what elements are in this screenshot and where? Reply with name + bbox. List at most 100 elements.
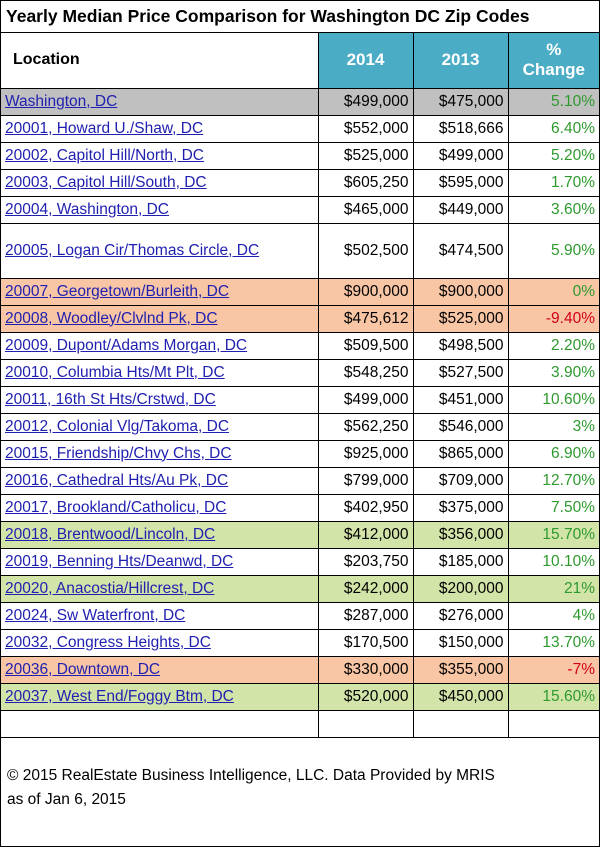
header-row: Location 2014 2013 % Change xyxy=(1,33,599,89)
location-cell: 20004, Washington, DC xyxy=(1,195,319,224)
price-2014-cell: $412,000 xyxy=(317,520,414,549)
table-row: 20020, Anacostia/Hillcrest, DC $242,000 $2… xyxy=(1,574,599,603)
location-link[interactable]: 20037, West End/Foggy Btm, DC xyxy=(5,687,234,705)
table-row: 20012, Colonial Vlg/Takoma, DC $562,250 $5… xyxy=(1,412,599,441)
location-cell: 20011, 16th St Hts/Crstwd, DC xyxy=(1,385,319,414)
percent-change-cell: 3.90% xyxy=(507,358,599,387)
price-2014-cell: $499,000 xyxy=(317,87,414,116)
price-2014-cell: $562,250 xyxy=(317,412,414,441)
percent-change-cell: 3% xyxy=(507,412,599,441)
price-2014-cell: $499,000 xyxy=(317,385,414,414)
table-row: 20036, Downtown, DC $330,000 $355,000 -7% xyxy=(1,655,599,684)
table-row: 20024, Sw Waterfront, DC $287,000 $276,000… xyxy=(1,601,599,630)
price-2013-cell: $451,000 xyxy=(412,385,509,414)
location-cell: 20005, Logan Cir/Thomas Circle, DC xyxy=(1,222,319,279)
percent-symbol: % xyxy=(546,40,562,60)
table-row: 20016, Cathedral Hts/Au Pk, DC $799,000 $7… xyxy=(1,466,599,495)
price-2014-cell: $525,000 xyxy=(317,141,414,170)
year-2013-header: 2013 xyxy=(412,33,509,89)
table-row: 20010, Columbia Hts/Mt Plt, DC $548,250 $5… xyxy=(1,358,599,387)
price-2013-cell: $185,000 xyxy=(412,547,509,576)
location-cell: 20009, Dupont/Adams Morgan, DC xyxy=(1,331,319,360)
location-link[interactable]: 20011, 16th St Hts/Crstwd, DC xyxy=(5,390,216,408)
location-cell: 20007, Georgetown/Burleith, DC xyxy=(1,277,319,306)
price-2014-cell: $799,000 xyxy=(317,466,414,495)
percent-change-cell: 2.20% xyxy=(507,331,599,360)
price-2014-cell: $330,000 xyxy=(317,655,414,684)
year-2014-header: 2014 xyxy=(317,33,414,89)
table-row: 20005, Logan Cir/Thomas Circle, DC $502,5… xyxy=(1,222,599,279)
change-label: Change xyxy=(522,60,585,80)
percent-change-cell: 6.90% xyxy=(507,439,599,468)
table-row: 20037, West End/Foggy Btm, DC $520,000 $45… xyxy=(1,682,599,711)
percent-change-cell: 5.90% xyxy=(507,222,599,279)
copyright-footer: © 2015 RealEstate Business Intelligence,… xyxy=(1,764,599,812)
empty-row xyxy=(1,709,599,738)
percent-change-cell: 1.70% xyxy=(507,168,599,197)
table-row: 20008, Woodley/Clvlnd Pk, DC $475,612 $525… xyxy=(1,304,599,333)
empty-cell xyxy=(412,709,509,738)
price-2014-cell: $605,250 xyxy=(317,168,414,197)
price-2014-cell: $203,750 xyxy=(317,547,414,576)
price-2014-cell: $287,000 xyxy=(317,601,414,630)
percent-change-cell: 3.60% xyxy=(507,195,599,224)
location-link[interactable]: 20036, Downtown, DC xyxy=(5,660,161,678)
location-link[interactable]: 20024, Sw Waterfront, DC xyxy=(5,606,186,624)
location-cell: 20002, Capitol Hill/North, DC xyxy=(1,141,319,170)
location-link[interactable]: 20001, Howard U./Shaw, DC xyxy=(5,119,204,137)
table-row: 20017, Brookland/Catholicu, DC $402,950 $3… xyxy=(1,493,599,522)
location-cell: 20001, Howard U./Shaw, DC xyxy=(1,114,319,143)
location-link[interactable]: 20007, Georgetown/Burleith, DC xyxy=(5,282,230,300)
percent-change-cell: 15.70% xyxy=(507,520,599,549)
location-link[interactable]: 20018, Brentwood/Lincoln, DC xyxy=(5,525,216,543)
location-link[interactable]: 20005, Logan Cir/Thomas Circle, DC xyxy=(5,241,260,259)
location-link[interactable]: 20015, Friendship/Chvy Chs, DC xyxy=(5,444,232,462)
table-row: 20015, Friendship/Chvy Chs, DC $925,000 $8… xyxy=(1,439,599,468)
location-cell: 20016, Cathedral Hts/Au Pk, DC xyxy=(1,466,319,495)
table-row: 20011, 16th St Hts/Crstwd, DC $499,000 $45… xyxy=(1,385,599,414)
location-cell: 20020, Anacostia/Hillcrest, DC xyxy=(1,574,319,603)
percent-change-cell: 5.10% xyxy=(507,87,599,116)
location-link[interactable]: 20008, Woodley/Clvlnd Pk, DC xyxy=(5,309,218,327)
price-2013-cell: $375,000 xyxy=(412,493,509,522)
location-link[interactable]: 20010, Columbia Hts/Mt Plt, DC xyxy=(5,363,225,381)
price-2013-cell: $150,000 xyxy=(412,628,509,657)
location-cell: 20036, Downtown, DC xyxy=(1,655,319,684)
location-link[interactable]: 20032, Congress Heights, DC xyxy=(5,633,211,651)
price-2014-cell: $475,612 xyxy=(317,304,414,333)
location-cell: 20015, Friendship/Chvy Chs, DC xyxy=(1,439,319,468)
table-row: 20004, Washington, DC $465,000 $449,000 3.6… xyxy=(1,195,599,224)
location-link[interactable]: 20009, Dupont/Adams Morgan, DC xyxy=(5,336,248,354)
table-row: 20009, Dupont/Adams Morgan, DC $509,500 $4… xyxy=(1,331,599,360)
percent-change-cell: 4% xyxy=(507,601,599,630)
percent-change-cell: 13.70% xyxy=(507,628,599,657)
location-cell: 20024, Sw Waterfront, DC xyxy=(1,601,319,630)
table-body: Washington, DC $499,000 $475,000 5.10% 20001… xyxy=(1,87,599,711)
location-link[interactable]: 20017, Brookland/Catholicu, DC xyxy=(5,498,227,516)
price-2014-cell: $402,950 xyxy=(317,493,414,522)
price-2013-cell: $900,000 xyxy=(412,277,509,306)
price-2013-cell: $709,000 xyxy=(412,466,509,495)
location-cell: 20037, West End/Foggy Btm, DC xyxy=(1,682,319,711)
location-link[interactable]: 20003, Capitol Hill/South, DC xyxy=(5,173,207,191)
location-link[interactable]: 20002, Capitol Hill/North, DC xyxy=(5,146,205,164)
percent-change-header: % Change xyxy=(507,33,599,89)
location-cell: Washington, DC xyxy=(1,87,319,116)
price-2013-cell: $200,000 xyxy=(412,574,509,603)
location-link[interactable]: 20012, Colonial Vlg/Takoma, DC xyxy=(5,417,230,435)
percent-change-cell: 21% xyxy=(507,574,599,603)
percent-change-cell: -9.40% xyxy=(507,304,599,333)
location-link[interactable]: Washington, DC xyxy=(5,92,118,110)
location-link[interactable]: 20004, Washington, DC xyxy=(5,200,169,218)
location-link[interactable]: 20020, Anacostia/Hillcrest, DC xyxy=(5,579,215,597)
price-2014-cell: $502,500 xyxy=(317,222,414,279)
price-2013-cell: $527,500 xyxy=(412,358,509,387)
location-link[interactable]: 20016, Cathedral Hts/Au Pk, DC xyxy=(5,471,229,489)
price-2013-cell: $449,000 xyxy=(412,195,509,224)
location-link[interactable]: 20019, Benning Hts/Deanwd, DC xyxy=(5,552,234,570)
price-2014-cell: $925,000 xyxy=(317,439,414,468)
price-2014-cell: $552,000 xyxy=(317,114,414,143)
location-cell: 20012, Colonial Vlg/Takoma, DC xyxy=(1,412,319,441)
footer-line-2: as of Jan 6, 2015 xyxy=(7,791,126,808)
table-row: 20002, Capitol Hill/North, DC $525,000 $49… xyxy=(1,141,599,170)
